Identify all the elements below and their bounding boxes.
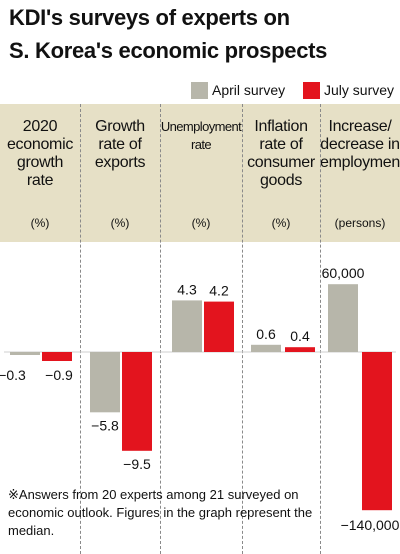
data-label-july-3: 0.4 xyxy=(290,328,310,344)
column-title-0-line-2: growth xyxy=(16,154,64,171)
bar-july-3 xyxy=(285,347,315,352)
column-title-3-line-0: Inflation xyxy=(254,118,308,135)
column-unit-0: (%) xyxy=(30,216,50,230)
bar-april-4 xyxy=(328,284,358,352)
column-divider-2 xyxy=(242,104,243,554)
column-unit-1: (%) xyxy=(110,216,130,230)
column-title-1-line-0: Growth xyxy=(95,118,145,135)
data-label-april-2: 4.3 xyxy=(177,281,197,297)
bar-april-2 xyxy=(172,300,202,352)
bar-april-1 xyxy=(90,352,120,413)
data-label-april-1: −5.8 xyxy=(91,417,119,433)
column-title-1-line-1: rate of xyxy=(98,136,142,153)
column-title-0-line-1: economic xyxy=(6,136,74,153)
legend-label-april: April survey xyxy=(212,82,286,98)
column-title-0: 2020 economic growth rate xyxy=(0,118,80,190)
data-label-july-1: −9.5 xyxy=(123,456,151,472)
column-unit-3: (%) xyxy=(271,216,291,230)
column-title-4: Increase/decrease in employment xyxy=(320,118,400,172)
column-title-3-line-2: consumer xyxy=(247,154,315,171)
column-divider-3 xyxy=(320,104,321,554)
data-label-july-2: 4.2 xyxy=(209,283,229,299)
column-unit-4: (persons) xyxy=(334,216,386,230)
legend-label-july: July survey xyxy=(324,82,395,98)
data-label-april-0: −0.3 xyxy=(0,367,26,383)
column-title-3-line-1: rate of xyxy=(259,136,303,153)
bar-april-0 xyxy=(10,352,40,355)
column-title-0-line-0: 2020 xyxy=(22,118,58,135)
bar-july-4 xyxy=(362,352,392,511)
legend-swatch-april xyxy=(191,81,208,99)
column-divider-0 xyxy=(80,104,81,554)
column-divider-1 xyxy=(160,104,161,554)
data-label-july-0: −0.9 xyxy=(45,367,73,383)
column-title-0-line-3: rate xyxy=(26,172,54,189)
column-title-2: Unemployment rate xyxy=(160,118,242,154)
column-title-3: Inflation rate of consumer goods xyxy=(242,118,320,190)
column-header-band xyxy=(0,104,400,242)
chart-title-line-2: S. Korea's economic prospects xyxy=(9,38,328,63)
bar-july-2 xyxy=(204,301,234,352)
bar-april-3 xyxy=(251,344,281,352)
footnote: ※Answers from 20 experts among 21 survey… xyxy=(8,487,313,538)
chart-title-line-1: KDI's surveys of experts on xyxy=(9,5,290,30)
column-title-2-line-0: Unemployment xyxy=(160,119,242,134)
column-title-4-line-0: Increase/ xyxy=(328,118,392,135)
column-unit-2: (%) xyxy=(191,216,211,230)
legend-item-april: April survey xyxy=(191,80,285,100)
column-title-3-line-3: goods xyxy=(259,172,303,189)
data-label-july-4: −140,000 xyxy=(341,517,400,533)
column-title-2-line-1: rate xyxy=(190,137,212,152)
column-title-1: Growth rate of exports xyxy=(80,118,160,172)
column-title-4-line-2: employment xyxy=(320,154,400,171)
bar-july-1 xyxy=(122,352,152,451)
bar-july-0 xyxy=(42,352,72,361)
column-title-4-line-1: decrease in xyxy=(320,136,400,153)
data-label-april-3: 0.6 xyxy=(256,326,276,342)
legend-item-july: July survey xyxy=(303,80,394,100)
column-title-1-line-2: exports xyxy=(94,154,146,171)
legend-swatch-july xyxy=(303,81,320,99)
data-label-april-4: 60,000 xyxy=(322,265,365,281)
